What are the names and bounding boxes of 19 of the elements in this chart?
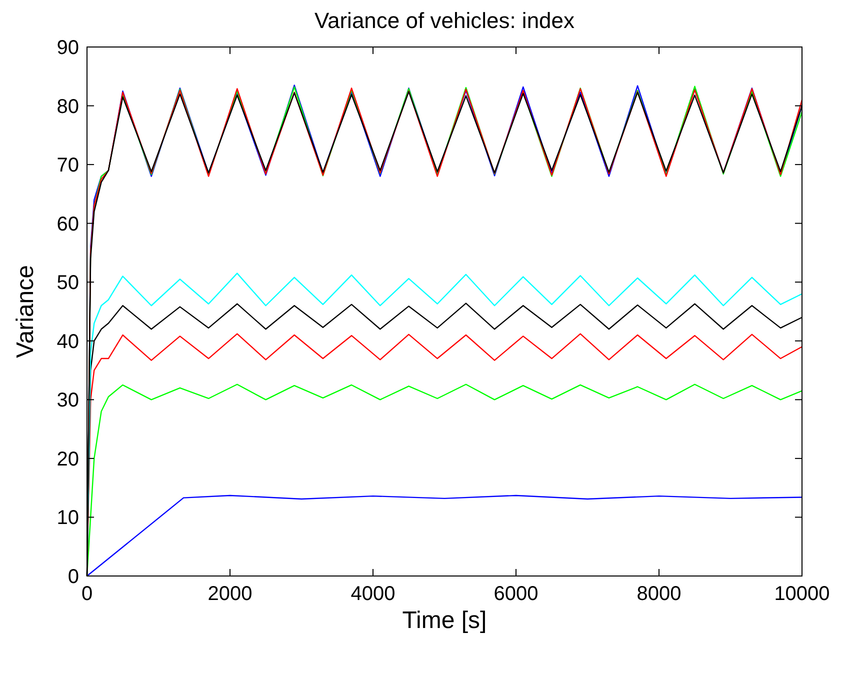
chart-title: Variance of vehicles: index [314, 8, 575, 33]
y-tick-label: 60 [56, 213, 79, 236]
y-tick-label: 10 [56, 507, 79, 530]
x-tick-label: 2000 [208, 583, 252, 605]
y-tick-label: 50 [56, 272, 79, 294]
x-tick-label: 0 [81, 583, 93, 605]
y-tick-label: 70 [56, 154, 79, 177]
y-tick-label: 40 [56, 330, 79, 353]
y-tick-label: 90 [56, 37, 79, 59]
y-tick-label: 30 [56, 390, 79, 412]
y-tick-label: 0 [68, 566, 79, 588]
x-tick-label: 10000 [774, 583, 830, 605]
y-tick-label: 20 [56, 448, 79, 470]
x-tick-label: 4000 [350, 583, 396, 605]
x-tick-label: 8000 [636, 583, 682, 605]
x-axis-title: Time [s] [402, 607, 487, 634]
x-tick-label: 6000 [494, 583, 538, 605]
y-axis-title: Variance [12, 265, 39, 358]
y-tick-label: 80 [56, 96, 79, 118]
